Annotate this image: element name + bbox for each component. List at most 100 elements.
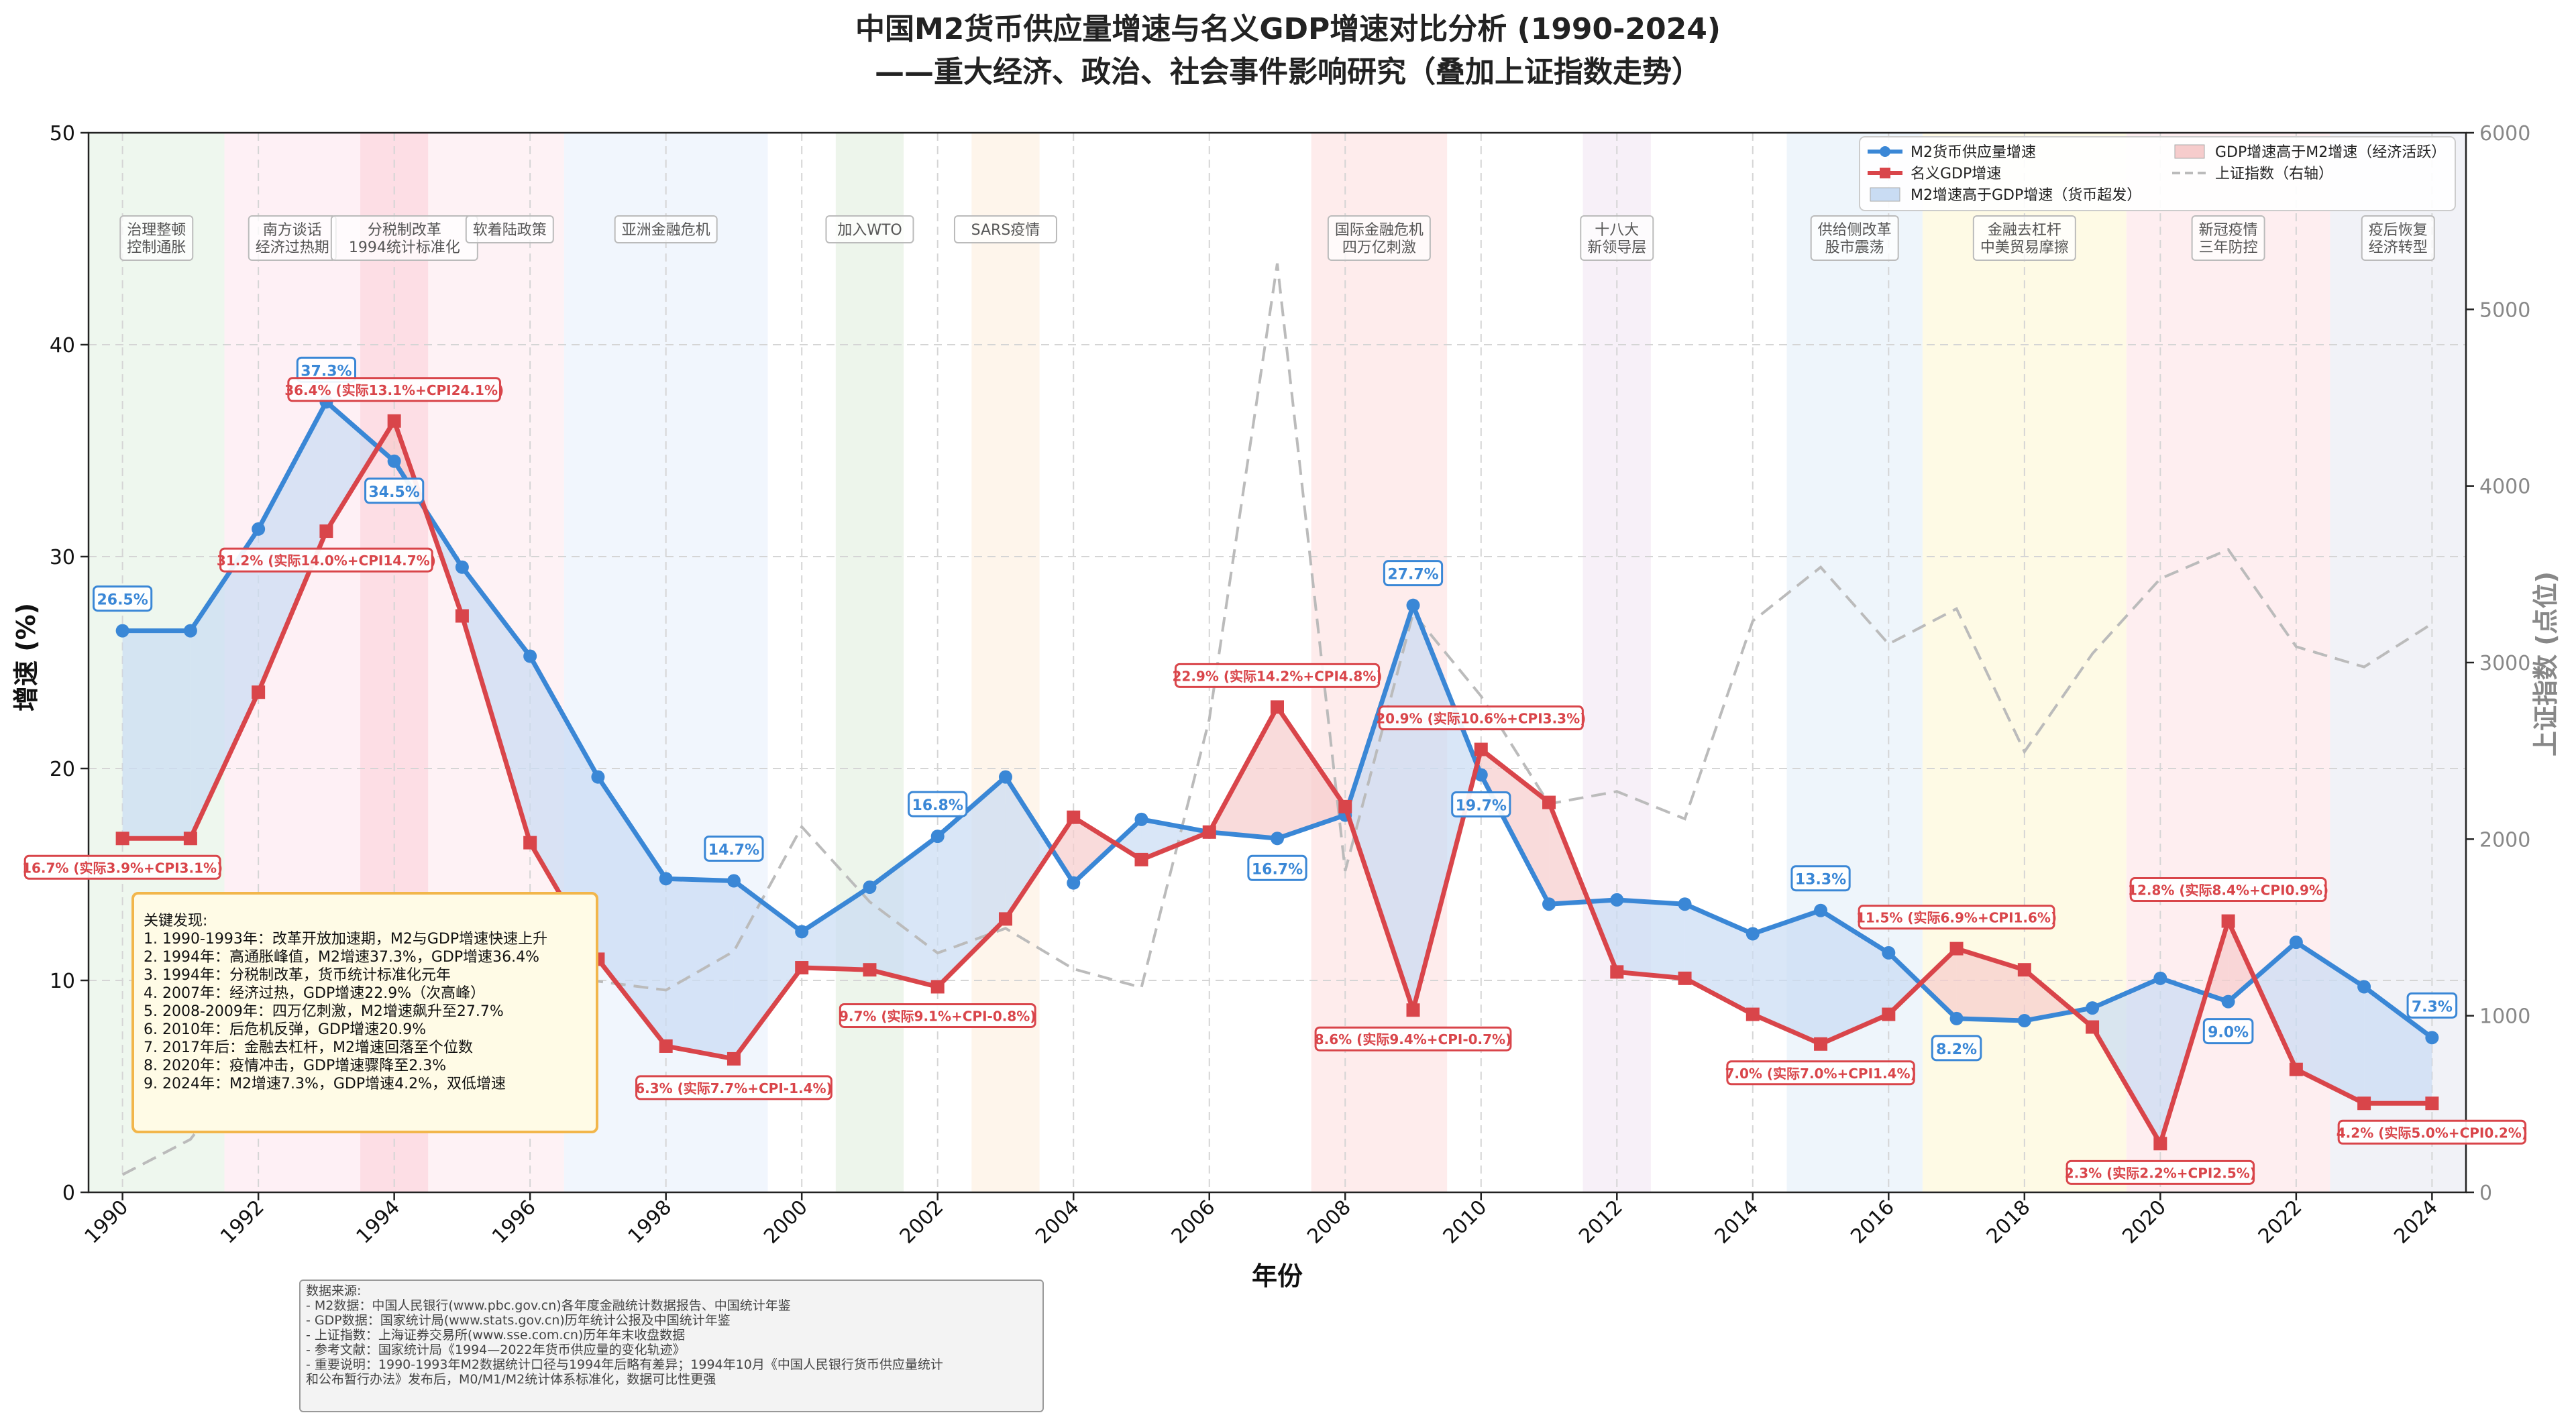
data-point-gdp [998, 912, 1012, 926]
data-label-box [635, 1075, 833, 1100]
event-label-text: 控制通胀 [127, 239, 186, 256]
data-label-box [839, 1003, 1036, 1028]
event-label-box [1580, 215, 1654, 261]
data-point-gdp [930, 980, 945, 994]
y2-axis-label: 上证指数 (点位) [2531, 571, 2561, 756]
difference-fill [665, 878, 734, 1059]
data-point-gdp [1610, 965, 1624, 979]
key-finding-item: 5. 2008-2009年：四万亿刺激，M2增速飙升至27.7% [144, 1003, 504, 1020]
event-label-box [2191, 215, 2265, 261]
data-point-gdp [2357, 1096, 2371, 1111]
data-point-gdp [727, 1051, 741, 1066]
key-findings-box: 关键发现: 1. 1990-1993年：改革开放加速期，M2与GDP增速快速上升… [131, 892, 598, 1133]
x-tick-label: 2012 [1574, 1196, 1627, 1249]
data-point-m2 [1882, 946, 1896, 960]
data-label-text: 9.0% [2208, 1025, 2249, 1041]
data-point-gdp [1542, 795, 1556, 809]
x-tick-label: 2014 [1711, 1196, 1764, 1249]
key-findings-title: 关键发现: [144, 913, 208, 929]
difference-fill [1116, 819, 1142, 860]
x-tick-label: 1996 [488, 1196, 541, 1249]
data-label-box [2202, 1018, 2254, 1045]
y-tick-label: 50 [50, 122, 75, 146]
data-point-gdp [523, 836, 537, 850]
x-tick-label: 2022 [2254, 1196, 2307, 1249]
data-point-gdp [1406, 1003, 1420, 1017]
key-finding-item: 1. 1990-1993年：改革开放加速期，M2与GDP增速快速上升 [144, 931, 548, 948]
event-label-box [465, 215, 554, 243]
data-point-m2 [387, 454, 401, 468]
legend-marker [1880, 168, 1890, 178]
data-label-box [1174, 663, 1381, 688]
data-label-box [1314, 1026, 1512, 1051]
event-label-text: 亚洲金融危机 [622, 222, 710, 239]
difference-fill [1752, 910, 1821, 1044]
event-label-text: 新领导层 [1587, 239, 1646, 256]
data-point-gdp [1678, 971, 1692, 985]
x-tick-label: 2016 [1846, 1196, 1899, 1249]
source-line: 和公布暂行办法》发布后，M0/M1/M2统计体系标准化，数据可比性更强 [306, 1372, 716, 1387]
y2-tick-label: 2000 [2479, 828, 2530, 852]
data-point-gdp [1134, 852, 1148, 866]
event-label-text: 南方谈话 [263, 222, 322, 239]
legend-label: 名义GDP增速 [1911, 166, 2001, 182]
data-point-gdp [1746, 1007, 1760, 1021]
event-label-text: 经济转型 [2369, 239, 2428, 256]
data-point-m2 [591, 770, 605, 784]
data-point-m2 [455, 560, 469, 574]
data-point-m2 [2017, 1014, 2031, 1028]
difference-fill [2254, 942, 2296, 1070]
data-point-m2 [2425, 1031, 2439, 1045]
source-line: - 上证指数：上海证券交易所(www.sse.com.cn)历年年末收盘数据 [306, 1328, 686, 1343]
data-point-gdp [115, 832, 129, 846]
data-label-box [219, 547, 433, 573]
source-line: - M2数据：中国人民银行(www.pbc.gov.cn)各年度金融统计数据报告… [306, 1298, 791, 1313]
data-point-m2 [795, 925, 809, 939]
legend-box [1859, 136, 2456, 211]
data-point-gdp [2425, 1096, 2439, 1111]
y-tick-label: 40 [50, 334, 75, 357]
key-finding-item: 8. 2020年：疫情冲击，GDP增速骤降至2.3% [144, 1058, 447, 1074]
event-label-box [825, 215, 914, 243]
data-point-gdp [1882, 1007, 1896, 1021]
event-label-text: 国际金融危机 [1335, 222, 1424, 239]
x-tick-label: 2010 [1439, 1196, 1492, 1249]
data-label-box [1378, 705, 1584, 731]
data-point-m2 [2086, 1001, 2100, 1015]
data-label-text: 7.0% (实际7.0%+CPI1.4%) [1725, 1066, 1916, 1082]
data-point-gdp [387, 414, 401, 428]
data-point-m2 [2153, 971, 2167, 985]
data-point-gdp [1949, 942, 1964, 956]
data-label-box [1247, 854, 1307, 881]
event-label-text: 供给侧改革 [1818, 222, 1892, 239]
legend-label: M2货币供应量增速 [1911, 144, 2036, 161]
source-line: - 参考文献：国家统计局《1994—2022年货币供应量的变化轨迹》 [306, 1343, 686, 1357]
event-band [971, 133, 1040, 1192]
event-label-text: SARS疫情 [971, 222, 1040, 239]
data-point-m2 [2289, 935, 2303, 950]
data-label-text: 26.5% [97, 592, 148, 609]
difference-fill [1888, 952, 1921, 1015]
data-label-box [704, 835, 764, 862]
data-sources-box: 数据来源: - M2数据：中国人民银行(www.pbc.gov.cn)各年度金融… [299, 1280, 1044, 1412]
event-label-text: 疫后恢复 [2369, 222, 2428, 239]
event-label-box [1327, 215, 1431, 261]
data-label-box [908, 791, 968, 817]
data-point-m2 [1814, 903, 1828, 917]
y2-tick-label: 4000 [2479, 475, 2530, 499]
data-label-text: 14.7% [708, 842, 759, 858]
chart-title-line2: ——重大经济、政治、社会事件影响研究（叠加上证指数走势） [875, 55, 1701, 89]
event-label-box [614, 215, 718, 243]
legend-label: M2增速高于GDP增速（货币超发） [1911, 187, 2141, 204]
difference-fill [2092, 978, 2161, 1144]
data-label-text: 6.3% (实际7.7%+CPI-1.4%) [635, 1080, 833, 1096]
x-tick-label: 1992 [216, 1196, 269, 1249]
event-label-text: 1994统计标准化 [349, 239, 460, 256]
y-axis-label: 增速 (%) [11, 603, 41, 712]
data-label-box [2406, 992, 2458, 1019]
data-point-m2 [998, 770, 1012, 784]
y-tick-label: 0 [62, 1182, 75, 1205]
difference-fill [530, 656, 598, 960]
data-point-m2 [252, 522, 266, 536]
